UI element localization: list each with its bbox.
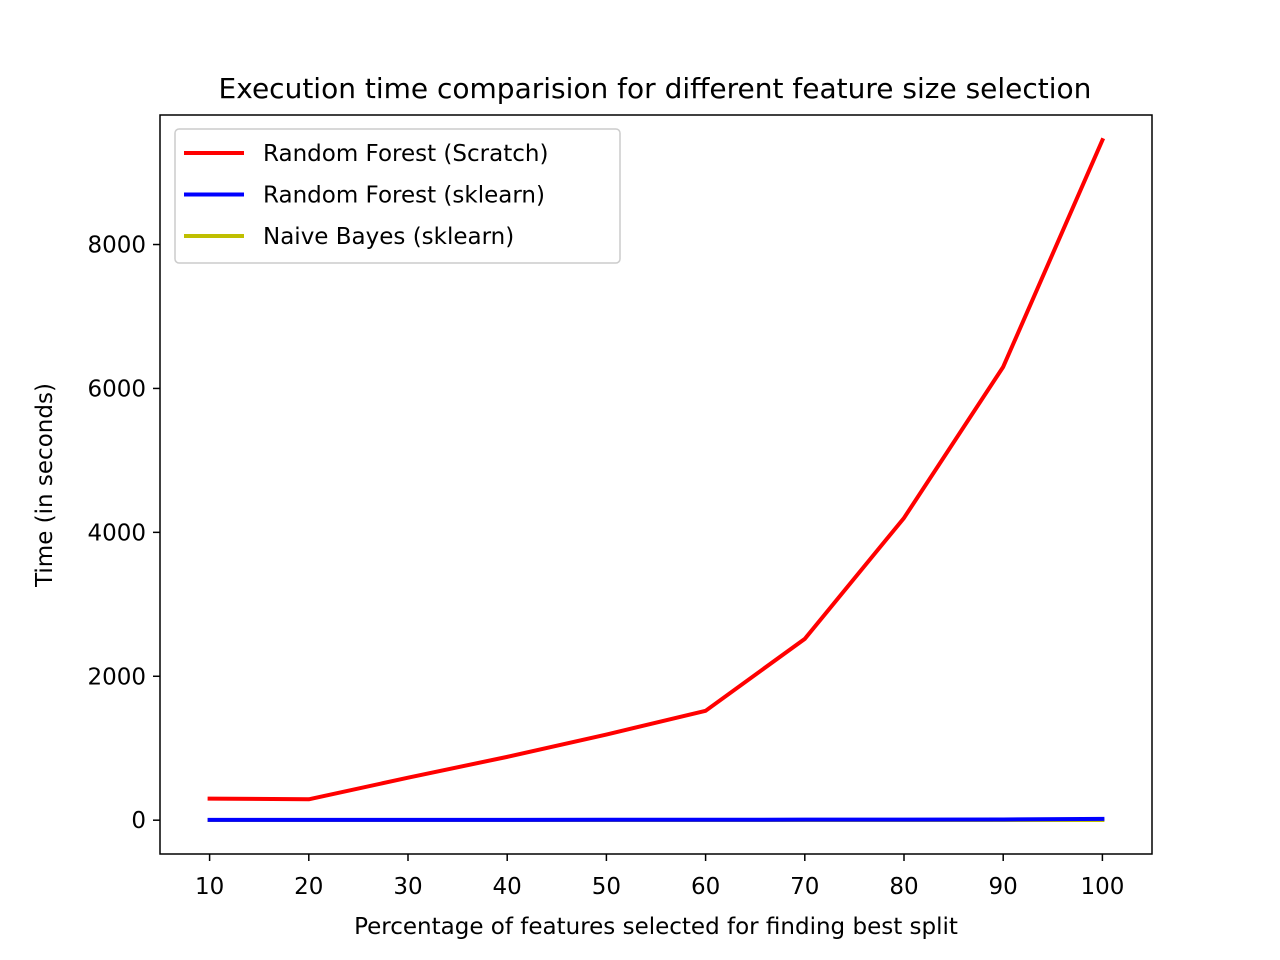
x-tick-label: 20 bbox=[294, 874, 323, 900]
x-tick-label: 30 bbox=[393, 874, 422, 900]
y-tick-label: 6000 bbox=[87, 376, 146, 402]
axes-frame bbox=[159, 114, 1153, 855]
series-line-2 bbox=[207, 816, 1105, 822]
legend-box bbox=[174, 128, 621, 264]
x-tick-label: 70 bbox=[790, 874, 819, 900]
plot-area bbox=[207, 137, 1106, 823]
x-tick-label: 80 bbox=[889, 874, 918, 900]
y-tick-label: 8000 bbox=[87, 233, 146, 259]
x-tick-label: 50 bbox=[592, 874, 621, 900]
x-tick-label: 60 bbox=[691, 874, 720, 900]
legend-label-2: Random Forest (sklearn) bbox=[263, 183, 545, 209]
legend-label-3: Naive Bayes (sklearn) bbox=[263, 224, 514, 250]
y-tick-label: 0 bbox=[131, 808, 146, 834]
x-tick-label: 40 bbox=[493, 874, 522, 900]
chart-title: Execution time comparision for different… bbox=[219, 72, 1092, 105]
legend-label-1: Random Forest (Scratch) bbox=[263, 141, 548, 167]
y-tick-label: 4000 bbox=[87, 520, 146, 546]
x-tick-label: 10 bbox=[195, 874, 224, 900]
x-tick-label: 100 bbox=[1080, 874, 1124, 900]
series-line-1 bbox=[207, 137, 1106, 802]
x-axis-label: Percentage of features selected for find… bbox=[354, 914, 958, 940]
axes: 10 20 30 40 50 60 70 80 90 100 0 2000 4000 6000 8000 bbox=[87, 233, 1124, 900]
y-tick-label: 2000 bbox=[87, 664, 146, 690]
x-tick-label: 90 bbox=[989, 874, 1018, 900]
legend: Random Forest (Scratch) Random Forest (sk… bbox=[174, 128, 621, 264]
y-axis-label: Time (in seconds) bbox=[32, 383, 58, 588]
